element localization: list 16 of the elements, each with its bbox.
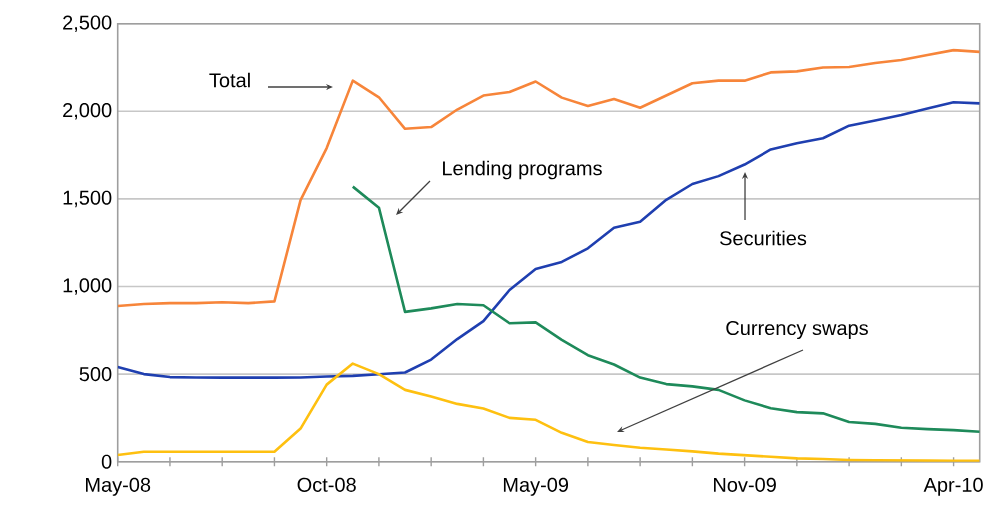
x-tick-label: May-08 (86, 477, 151, 496)
y-tick-label: 2,000 (63, 103, 112, 120)
y-tick-label: 2,500 (63, 15, 112, 32)
x-tick-label: May-09 (503, 477, 569, 496)
annotation: Currency swaps (726, 320, 868, 340)
x-tick-label: Nov-09 (714, 477, 776, 492)
x-tick-label: Oct-08 (297, 477, 356, 492)
annotation: Total (209, 72, 250, 88)
annotation: Securities (720, 230, 807, 246)
y-tick-label: 1,000 (63, 278, 112, 295)
y-tick-label: 1,500 (63, 190, 112, 208)
y-tick-label: 0 (101, 454, 112, 469)
x-tick-label: Apr-10 (923, 477, 983, 496)
annotation: Lending programs (443, 160, 602, 180)
y-tick-label: 500 (79, 367, 112, 382)
line-series (351, 185, 980, 434)
